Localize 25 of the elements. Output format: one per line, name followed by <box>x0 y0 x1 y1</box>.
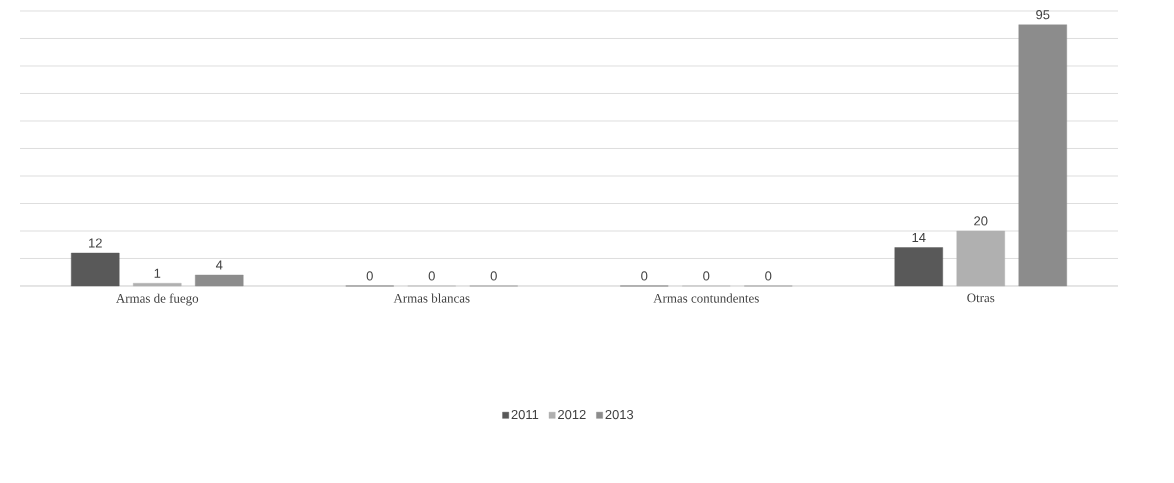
bar <box>133 283 182 287</box>
x-tick-label: Otras <box>967 293 995 303</box>
bar <box>1018 24 1067 287</box>
x-tick-label: Armas contundentes <box>653 293 759 303</box>
data-label: 4 <box>215 260 223 270</box>
bar <box>894 247 943 287</box>
data-label: 0 <box>366 271 373 281</box>
data-label: 0 <box>428 271 435 281</box>
data-label: 0 <box>490 271 497 281</box>
legend-label: 2013 <box>605 409 634 420</box>
data-label: 0 <box>703 271 710 281</box>
bar <box>956 230 1005 287</box>
x-tick-label: Armas de fuego <box>116 293 199 306</box>
data-label: 14 <box>912 233 926 242</box>
data-label: 20 <box>974 216 988 226</box>
data-label: 95 <box>1036 10 1050 20</box>
legend-label: 2011 <box>511 409 539 420</box>
x-tick-label: Armas blancas <box>393 293 470 303</box>
data-label: 1 <box>154 268 161 278</box>
data-label: 0 <box>765 271 772 281</box>
bar <box>71 252 120 287</box>
legend-label: 2012 <box>558 409 586 420</box>
data-label: 12 <box>89 238 102 248</box>
data-label: 0 <box>641 271 648 281</box>
bar <box>195 274 244 287</box>
